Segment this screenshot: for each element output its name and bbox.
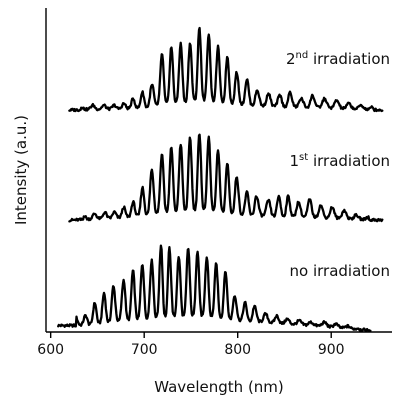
x-axis-ticks: 600 700 800 900 bbox=[37, 332, 345, 358]
series-labels: no irradiation 1st irradiation 2nd irradia… bbox=[286, 50, 390, 280]
series-label-no-irradiation: no irradiation bbox=[290, 262, 391, 280]
series-label-1st-irradiation: 1st irradiation bbox=[290, 152, 391, 170]
x-tick-label-600: 600 bbox=[37, 342, 64, 358]
y-axis-label: Intensity (a.u.) bbox=[12, 115, 30, 225]
series-group bbox=[57, 26, 384, 333]
series-label-2nd-irradiation: 2nd irradiation bbox=[286, 50, 390, 68]
series-line-no-irradiation bbox=[57, 244, 372, 333]
x-tick-label-800: 800 bbox=[224, 342, 251, 358]
series-line-1st-irradiation bbox=[68, 133, 384, 223]
x-tick-label-900: 900 bbox=[318, 342, 345, 358]
series-line-2nd-irradiation bbox=[68, 26, 384, 113]
x-axis-label: Wavelength (nm) bbox=[154, 378, 284, 396]
x-tick-label-700: 700 bbox=[131, 342, 158, 358]
